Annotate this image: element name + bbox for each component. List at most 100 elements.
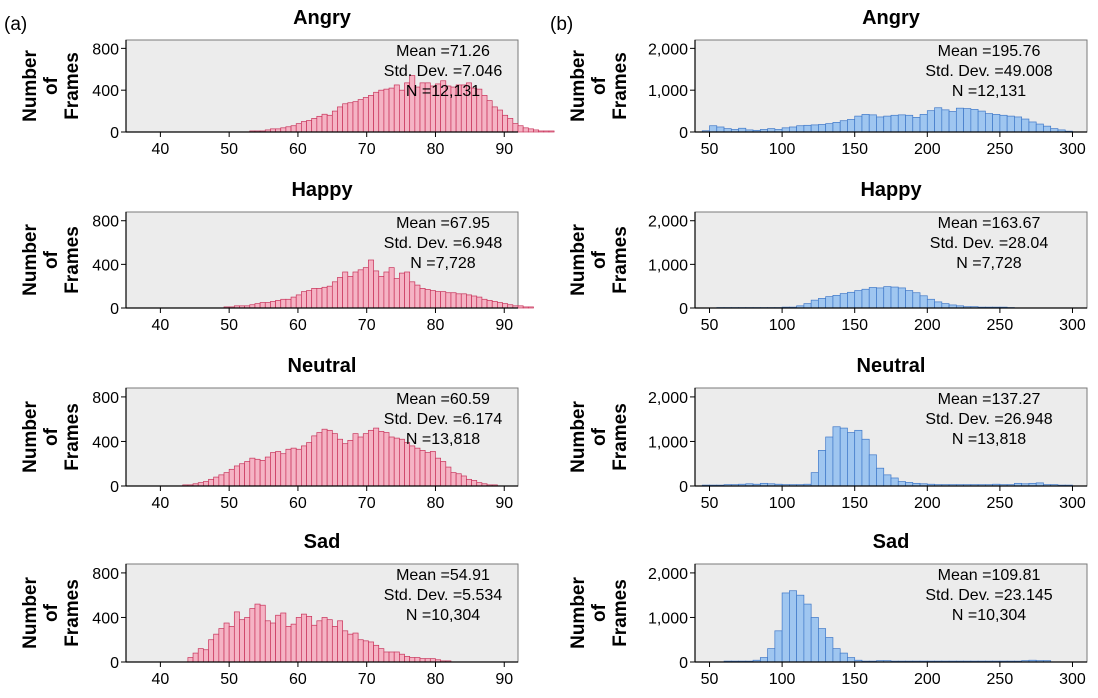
histogram-bar — [861, 438, 870, 487]
histogram-bar — [810, 617, 819, 663]
histogram-bar — [259, 604, 266, 663]
histogram-bar — [290, 296, 297, 309]
y-axis-label-line: Number — [568, 401, 589, 473]
x-tick-label: 50 — [220, 495, 238, 512]
histogram-bar — [383, 271, 390, 309]
chart-angry-b: 50 100 150 200 250 300 0 1,000 2,000 Angry Numbero… — [568, 7, 1088, 158]
histogram-bar — [460, 293, 467, 309]
histogram-bar — [295, 123, 302, 133]
histogram-bar — [919, 295, 928, 309]
x-tick-label: 150 — [841, 495, 868, 512]
histogram-bar — [818, 124, 827, 133]
histogram-bar — [383, 432, 390, 487]
y-axis-label: NumberofFrames — [568, 224, 631, 296]
histogram-bar — [502, 303, 509, 309]
y-axis-label-line: Frames — [610, 226, 631, 294]
histogram-bar — [868, 454, 877, 487]
histogram-bar — [491, 106, 498, 133]
x-tick-label: 70 — [358, 317, 376, 334]
histogram-bar — [306, 120, 313, 133]
x-tick-label: 250 — [987, 495, 1014, 512]
histogram-bar — [839, 120, 848, 133]
histogram-bar — [825, 296, 834, 309]
histogram-bar — [404, 656, 411, 663]
histogram-bar — [481, 95, 488, 133]
chart-title: Sad — [873, 531, 910, 553]
y-tick-label: 0 — [679, 479, 688, 496]
histogram-bar — [868, 287, 877, 309]
y-axis-label: NumberofFrames — [568, 577, 631, 649]
histogram-bar — [362, 267, 369, 309]
histogram-bar — [388, 436, 395, 487]
histogram-bar — [337, 438, 343, 487]
y-tick-label: 0 — [679, 125, 688, 142]
histogram-bar — [316, 115, 323, 133]
histogram-bar — [847, 119, 856, 133]
y-tick-label: 400 — [92, 610, 119, 627]
histogram-bar — [796, 594, 805, 663]
x-tick-label: 300 — [1059, 141, 1086, 158]
histogram-bar — [471, 295, 478, 309]
histogram-bar — [497, 302, 503, 309]
histogram-bar — [342, 103, 349, 133]
histogram-bar — [839, 427, 848, 487]
plot-area — [694, 563, 1088, 663]
x-tick-label: 60 — [289, 317, 307, 334]
histogram-bar — [466, 478, 472, 487]
histogram-bar — [926, 110, 935, 133]
y-tick-label: 400 — [92, 83, 119, 100]
x-tick-label: 200 — [914, 317, 941, 334]
stats-mean: Mean =163.67 — [938, 215, 1041, 232]
histogram-bar — [1006, 115, 1015, 133]
y-tick-label: 0 — [110, 479, 119, 496]
histogram-bar — [818, 298, 827, 309]
histogram-bar — [789, 590, 797, 663]
x-tick-label: 60 — [289, 671, 307, 688]
chart-sad-a: 40 50 60 70 80 90 0 400 800 Sad NumberofFrames Mean… — [20, 531, 519, 688]
histogram-bar — [388, 267, 395, 309]
histogram-bar — [264, 620, 271, 663]
y-tick-label: 2,000 — [648, 566, 688, 583]
x-tick-label: 60 — [289, 495, 307, 512]
y-axis-label-line: of — [41, 76, 62, 95]
y-axis-label-line: Frames — [62, 52, 83, 120]
histogram-bar — [825, 637, 834, 663]
x-tick-label: 300 — [1059, 495, 1086, 512]
histogram-bar — [399, 438, 405, 487]
histogram-bar — [290, 447, 297, 487]
y-axis-label-line: of — [589, 603, 610, 622]
x-tick-label: 40 — [151, 141, 169, 158]
y-axis-label-line: Number — [20, 401, 41, 473]
y-axis-label-line: Number — [568, 224, 589, 296]
histogram-bar — [192, 652, 199, 663]
histogram-bar — [445, 466, 452, 487]
x-tick-label: 80 — [427, 317, 445, 334]
stats-std-dev: Std. Dev. =49.008 — [925, 63, 1052, 80]
histogram-bar — [321, 617, 328, 663]
chart-happy-a: 40 50 60 70 80 90 0 400 800 Happy NumberofFrames Me… — [20, 179, 534, 334]
histogram-bar — [368, 259, 374, 309]
histogram-bar — [522, 306, 529, 309]
histogram-bar — [254, 303, 261, 309]
histogram-bar — [378, 89, 385, 133]
histogram-bar — [373, 270, 380, 309]
histogram-bar — [868, 114, 877, 133]
histogram-bar — [527, 306, 534, 309]
chart-title: Neutral — [288, 355, 357, 377]
stats-n: N =10,304 — [406, 607, 480, 624]
x-tick-label: 40 — [151, 495, 169, 512]
y-axis-label-line: Number — [568, 50, 589, 122]
chart-title: Angry — [862, 7, 921, 29]
histogram-bar — [388, 87, 395, 133]
x-tick-label: 50 — [701, 141, 719, 158]
histogram-bar — [977, 110, 986, 133]
histogram-bar — [825, 436, 834, 487]
y-axis-label: NumberofFrames — [568, 401, 631, 473]
histogram-bar — [897, 114, 906, 133]
histogram-bar — [331, 626, 338, 663]
histogram-bar — [233, 611, 240, 663]
stats-std-dev: Std. Dev. =23.145 — [925, 587, 1052, 604]
x-tick-label: 70 — [358, 495, 376, 512]
histogram-bar — [239, 463, 245, 487]
panel-label-a: (a) — [4, 14, 27, 35]
